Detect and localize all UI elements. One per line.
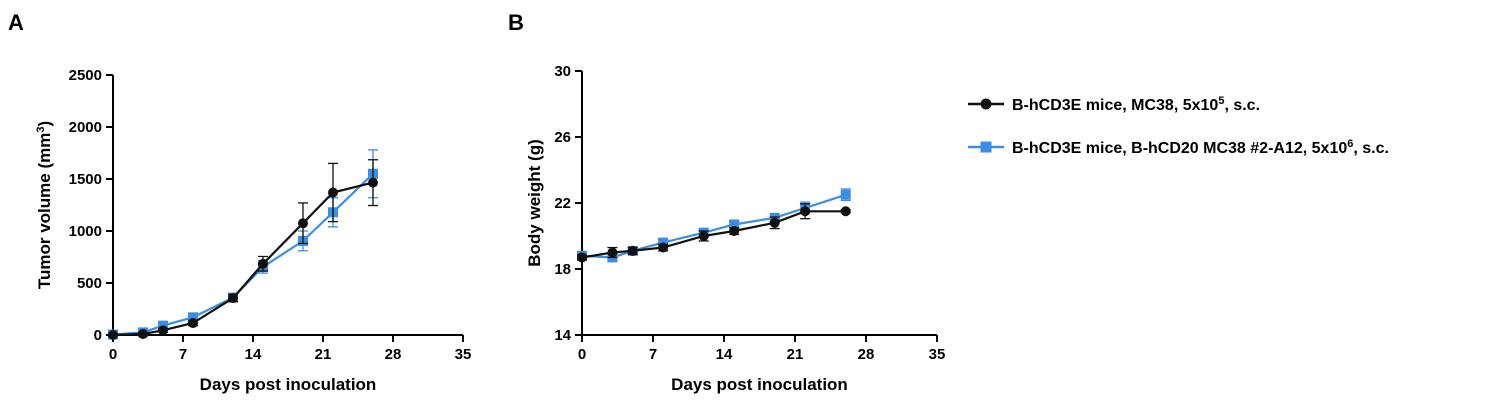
legend-marker bbox=[980, 98, 992, 110]
data-point bbox=[138, 328, 148, 339]
data-point bbox=[188, 312, 198, 323]
y-tick-label: 18 bbox=[554, 261, 571, 278]
data-point bbox=[228, 293, 238, 304]
x-tick-label: 7 bbox=[179, 346, 187, 363]
panel-label: B bbox=[508, 10, 524, 35]
y-tick-label: 1500 bbox=[69, 171, 102, 188]
y-tick-label: 14 bbox=[554, 327, 571, 344]
legend: B-hCD3E mice, MC38, 5x105, s.c. B-hCD3E m… bbox=[968, 95, 1389, 157]
series-line bbox=[112, 181, 374, 337]
x-tick-label: 35 bbox=[929, 346, 946, 363]
x-tick-label: 21 bbox=[315, 346, 332, 363]
x-tick-label: 28 bbox=[385, 346, 402, 363]
x-tick-label: 21 bbox=[787, 346, 804, 363]
y-tick-label: 2500 bbox=[69, 67, 102, 84]
legend-marker bbox=[980, 141, 992, 153]
y-tick-label: 500 bbox=[77, 275, 102, 292]
x-axis-title: Days post inoculation bbox=[200, 375, 377, 394]
chart-panel-b: B 14 18 22 26 30 0 7 14 21 28 35 Days post inoculati… bbox=[508, 10, 945, 394]
chart-panel-a: A 0 500 1000 1500 2000 2500 0 7 14 21 28 35 Days post… bbox=[8, 10, 471, 394]
data-point bbox=[158, 325, 168, 336]
data-point bbox=[769, 217, 780, 228]
data-point bbox=[108, 330, 118, 340]
data-point bbox=[298, 218, 308, 229]
y-tick-label: 22 bbox=[554, 195, 571, 212]
data-point bbox=[368, 177, 378, 188]
data-point bbox=[258, 258, 268, 269]
series-2 bbox=[108, 149, 378, 340]
y-tick-label: 2000 bbox=[69, 119, 102, 136]
y-tick-label: 26 bbox=[554, 129, 571, 146]
x-tick-label: 7 bbox=[649, 346, 657, 363]
x-tick-label: 28 bbox=[858, 346, 875, 363]
x-axis-title: Days post inoculation bbox=[671, 375, 848, 394]
data-point bbox=[627, 245, 638, 256]
data-point bbox=[729, 226, 740, 237]
data-point bbox=[328, 187, 338, 198]
data-point bbox=[840, 189, 851, 200]
data-point bbox=[658, 242, 669, 253]
x-tick-label: 35 bbox=[455, 346, 472, 363]
data-point bbox=[840, 206, 851, 217]
y-tick-label: 1000 bbox=[69, 223, 102, 240]
data-point bbox=[188, 318, 198, 329]
x-tick-label: 14 bbox=[716, 346, 733, 363]
x-tick-label: 0 bbox=[109, 346, 117, 363]
y-axis-title: Tumor volume (mm3) bbox=[35, 121, 54, 289]
data-point bbox=[800, 206, 811, 217]
series-1 bbox=[577, 203, 851, 263]
y-tick-label: 0 bbox=[94, 327, 102, 344]
y-axis-title: Body weight (g) bbox=[525, 139, 544, 266]
x-tick-label: 0 bbox=[578, 346, 586, 363]
data-point bbox=[729, 219, 740, 230]
legend-label: B-hCD3E mice, B-hCD20 MC38 #2-A12, 5x106… bbox=[1012, 138, 1389, 157]
data-point bbox=[698, 231, 709, 241]
legend-item-1: B-hCD3E mice, MC38, 5x105, s.c. bbox=[968, 95, 1260, 114]
legend-label: B-hCD3E mice, MC38, 5x105, s.c. bbox=[1012, 95, 1260, 114]
data-point bbox=[577, 252, 587, 263]
data-point bbox=[607, 247, 618, 258]
series-1 bbox=[108, 159, 378, 340]
panel-label: A bbox=[8, 10, 24, 35]
y-tick-label: 30 bbox=[554, 63, 571, 80]
legend-item-2: B-hCD3E mice, B-hCD20 MC38 #2-A12, 5x106… bbox=[968, 138, 1389, 157]
x-tick-label: 14 bbox=[245, 346, 262, 363]
